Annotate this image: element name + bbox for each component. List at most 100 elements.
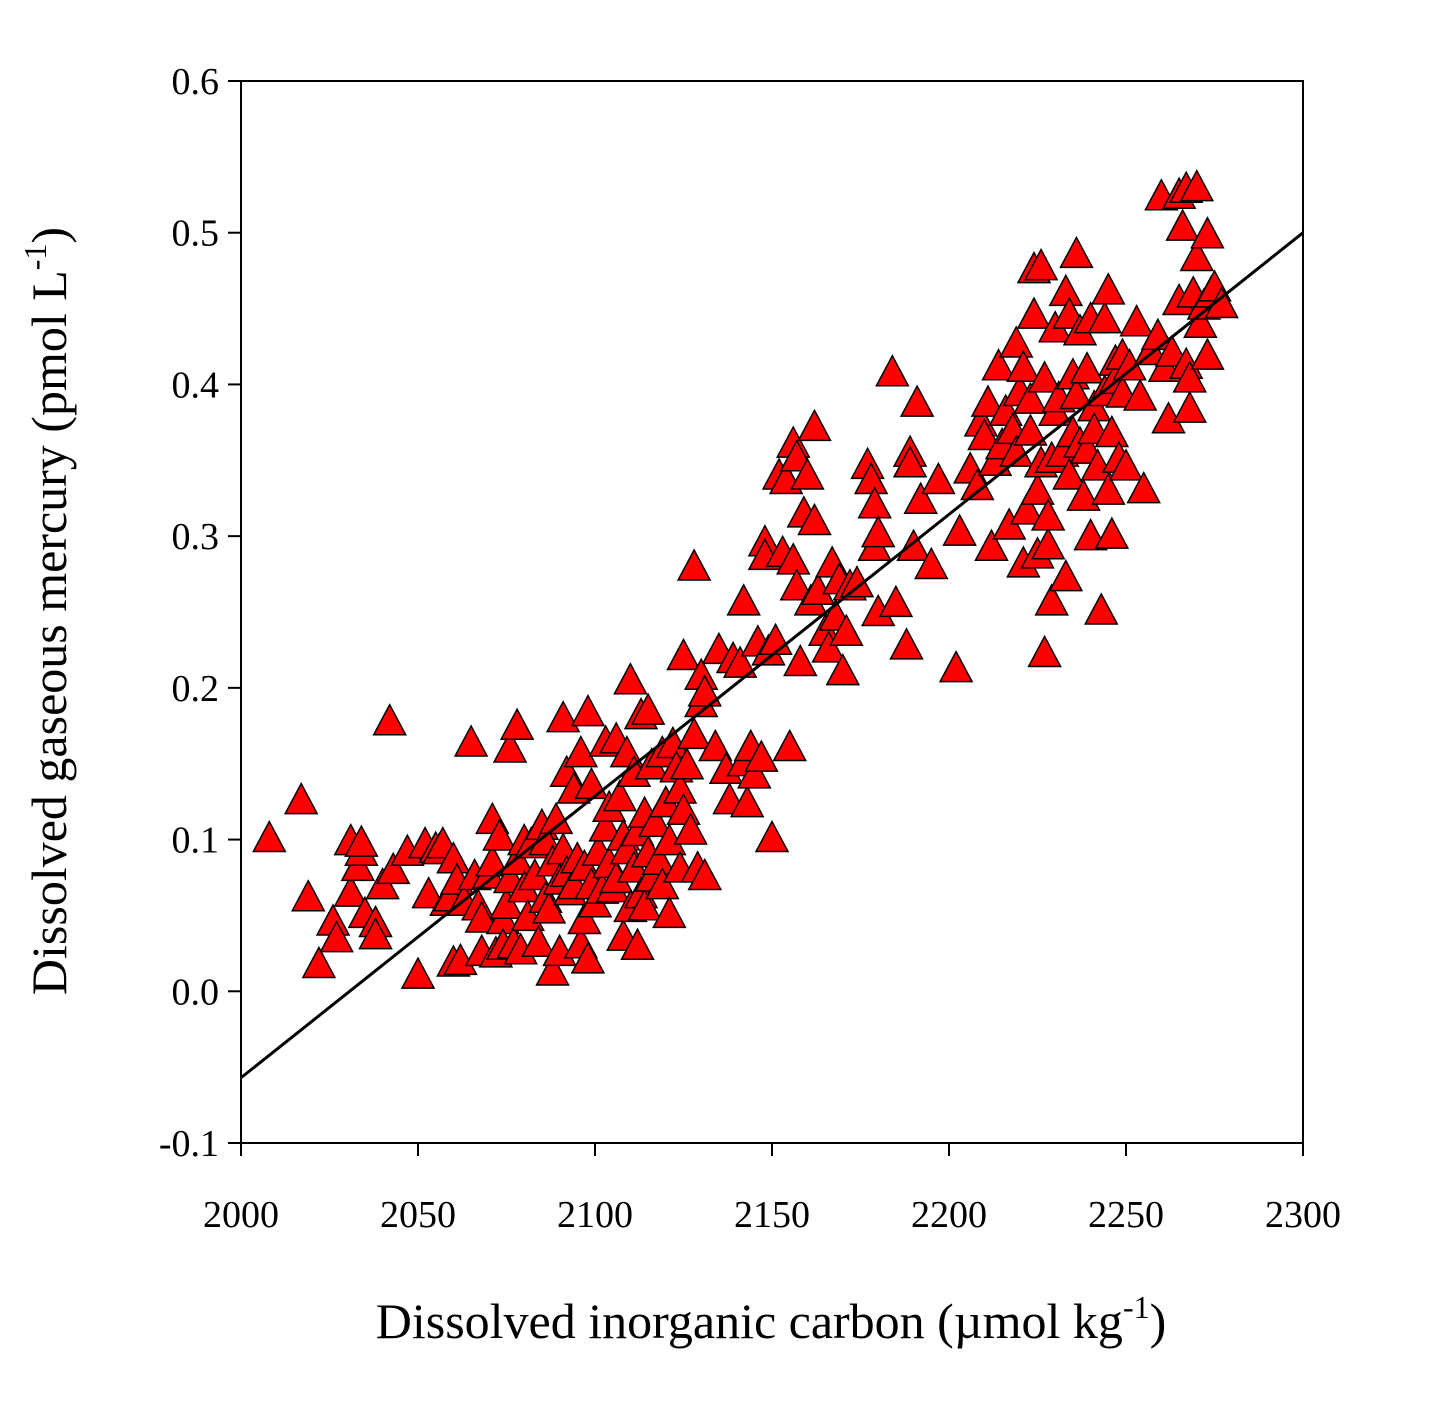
data-point-249 — [1091, 272, 1126, 305]
data-point-166 — [811, 630, 846, 663]
data-point-47 — [499, 707, 535, 741]
data-point-209 — [1009, 492, 1045, 525]
data-point-13 — [358, 917, 393, 950]
data-point-216 — [1023, 247, 1059, 281]
data-point-157 — [779, 568, 815, 601]
y-tick-label-7: 0.6 — [172, 61, 220, 103]
data-point-204 — [999, 325, 1034, 358]
x-tick-label-0: 2000 — [203, 1194, 279, 1236]
data-point-113 — [645, 866, 680, 900]
y-axis: -0.1 0.0 0.1 0.2 0.3 0.4 0.5 0.6 — [159, 61, 241, 1165]
data-point-43 — [489, 886, 524, 920]
data-point-189 — [921, 461, 956, 495]
data-point-221 — [1030, 498, 1066, 531]
data-point-181 — [878, 584, 914, 618]
data-point-110 — [637, 804, 673, 838]
data-point-124 — [673, 812, 708, 845]
data-point-163 — [797, 502, 832, 536]
data-point-60 — [535, 953, 570, 986]
y-tick-label-6: 0.5 — [172, 213, 220, 255]
data-point-252 — [1094, 516, 1130, 549]
data-point-275 — [1172, 360, 1207, 393]
x-tick-label-2: 2100 — [557, 1194, 633, 1236]
data-point-126 — [676, 716, 712, 750]
data-point-170 — [825, 653, 861, 686]
data-point-5 — [319, 920, 354, 953]
data-point-101 — [620, 927, 655, 961]
data-point-223 — [1034, 583, 1069, 616]
data-point-162 — [797, 408, 832, 442]
data-point-85 — [588, 809, 623, 842]
data-point-76 — [567, 901, 602, 935]
data-point-144 — [744, 739, 779, 772]
y-tick-label-0: -0.1 — [159, 1123, 219, 1165]
data-point-187 — [903, 481, 938, 514]
data-point-260 — [1119, 304, 1154, 337]
data-point-250 — [1091, 472, 1126, 505]
data-point-277 — [1179, 169, 1215, 202]
y-tick-label-1: 0.0 — [172, 971, 220, 1013]
data-point-16 — [375, 851, 411, 885]
data-point-218 — [1027, 360, 1062, 393]
data-point-105 — [627, 888, 662, 921]
data-point-205 — [999, 434, 1034, 467]
x-tick-label-4: 2200 — [911, 1194, 987, 1236]
data-point-247 — [1087, 301, 1123, 334]
data-point-231 — [1052, 457, 1087, 490]
data-point-131 — [687, 857, 722, 891]
data-point-137 — [722, 645, 758, 678]
data-point-91 — [602, 778, 638, 812]
data-point-10 — [344, 824, 379, 857]
regression-line — [240, 231, 1304, 1079]
data-point-106 — [630, 692, 666, 725]
data-point-121 — [666, 637, 701, 671]
data-point-210 — [1013, 413, 1048, 446]
data-point-7 — [333, 874, 368, 907]
data-point-240 — [1069, 351, 1105, 384]
data-point-184 — [892, 445, 928, 478]
data-point-186 — [899, 384, 935, 417]
data-point-258 — [1108, 448, 1144, 481]
data-point-179 — [860, 514, 896, 548]
data-point-123 — [669, 747, 705, 780]
data-point-96 — [613, 662, 648, 695]
data-point-274 — [1172, 390, 1207, 423]
data-point-2 — [291, 879, 326, 912]
data-point-211 — [1013, 381, 1048, 414]
data-point-78 — [570, 941, 606, 974]
data-point-246 — [1083, 592, 1119, 625]
data-point-1 — [283, 782, 319, 815]
x-tick-label-6: 2300 — [1265, 1194, 1341, 1236]
data-point-55 — [521, 924, 556, 957]
data-point-271 — [1165, 208, 1200, 241]
data-point-262 — [1126, 471, 1161, 504]
x-axis: 2000 2050 2100 2150 2200 2250 2300 — [203, 1143, 1341, 1236]
data-point-238 — [1066, 478, 1101, 511]
data-point-130 — [687, 674, 722, 707]
data-point-115 — [652, 895, 687, 929]
data-point-65 — [545, 700, 581, 733]
data-point-34 — [464, 900, 499, 933]
data-point-190 — [938, 650, 974, 683]
data-point-132 — [698, 728, 733, 762]
data-point-208 — [1006, 349, 1041, 382]
data-point-282 — [1190, 337, 1225, 370]
data-point-59 — [531, 891, 567, 924]
data-point-191 — [942, 513, 977, 546]
data-point-220 — [1030, 527, 1066, 560]
data-point-40 — [482, 818, 517, 851]
data-point-171 — [829, 613, 864, 646]
plot-frame — [240, 80, 1304, 1144]
data-point-74 — [563, 734, 599, 768]
data-point-176 — [857, 486, 892, 519]
data-point-251 — [1094, 414, 1130, 448]
data-point-77 — [570, 694, 606, 727]
data-point-158 — [783, 643, 818, 677]
data-point-197 — [974, 528, 1009, 561]
data-point-37 — [475, 844, 510, 877]
data-point-148 — [754, 819, 790, 853]
data-point-234 — [1059, 235, 1094, 269]
data-point-154 — [775, 542, 811, 575]
data-point-15 — [372, 703, 407, 736]
x-tick-label-5: 2250 — [1088, 1194, 1164, 1236]
